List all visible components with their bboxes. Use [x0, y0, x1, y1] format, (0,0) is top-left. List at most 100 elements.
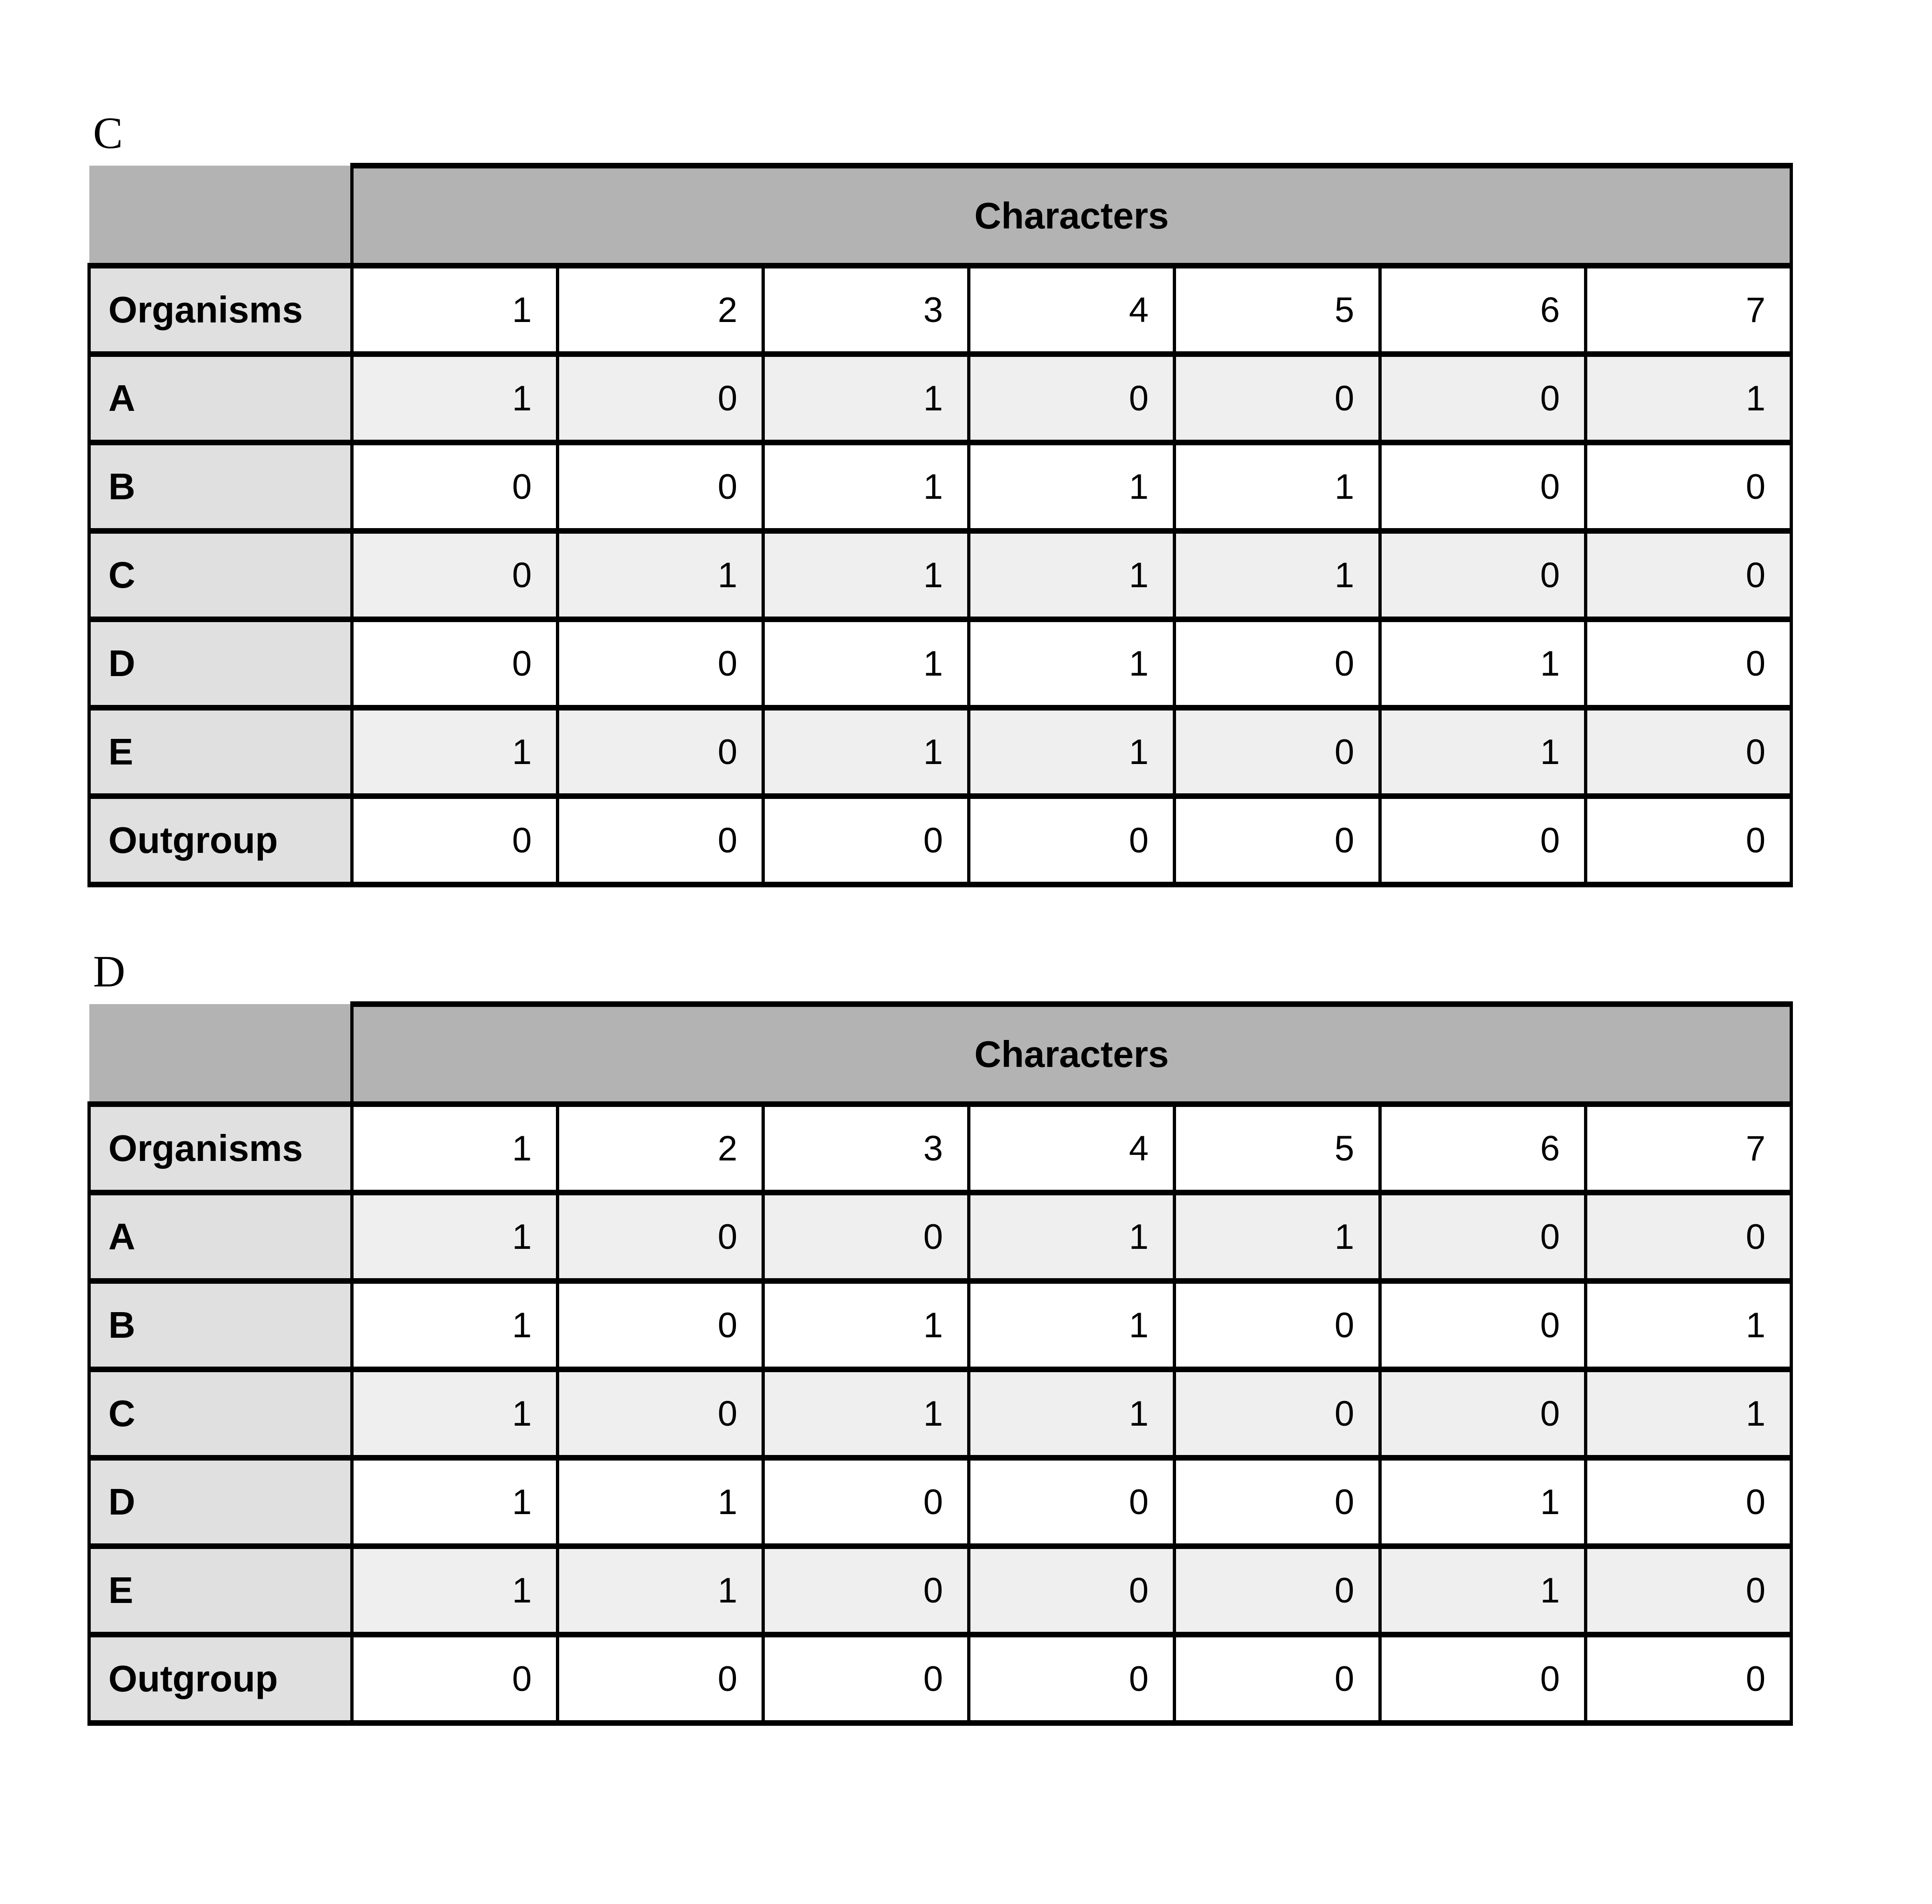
cell-value: 0 — [967, 793, 1176, 887]
cell-value: 1 — [1173, 1190, 1382, 1284]
cell-value: 0 — [556, 705, 765, 799]
panel-label-D: D — [93, 946, 126, 996]
cell-value: 0 — [1173, 1367, 1382, 1461]
cell-value: 1 — [967, 528, 1176, 622]
corner-cell — [89, 166, 354, 268]
row-label-a: A — [87, 1190, 354, 1284]
cell-value: 1 — [1378, 1455, 1587, 1549]
group-header-row: Characters — [89, 163, 1793, 268]
column-header-4: 4 — [967, 263, 1176, 357]
cell-value: 0 — [1584, 1190, 1793, 1284]
cell-value: 1 — [350, 705, 559, 799]
cell-value: 1 — [1584, 1278, 1793, 1372]
cell-value: 0 — [1173, 705, 1382, 799]
cell-value: 0 — [1584, 793, 1793, 887]
cell-value: 0 — [1378, 1190, 1587, 1284]
column-header-3: 3 — [762, 263, 970, 357]
cell-value: 0 — [967, 1632, 1176, 1726]
cell-value: 0 — [1173, 1455, 1382, 1549]
column-header-row: Organisms 1 2 3 4 5 6 7 — [87, 263, 1793, 357]
cell-value: 1 — [1378, 617, 1587, 711]
cell-value: 1 — [762, 440, 970, 534]
row-label-outgroup: Outgroup — [87, 793, 354, 887]
cell-value: 0 — [1378, 793, 1587, 887]
cell-value: 0 — [967, 351, 1176, 445]
cell-value: 0 — [1584, 1455, 1793, 1549]
row-label-b: B — [87, 1278, 354, 1372]
row-label-e: E — [87, 1543, 354, 1637]
cell-value: 0 — [1173, 1543, 1382, 1637]
cell-value: 0 — [762, 793, 970, 887]
character-matrix-C: Characters Organisms 1 2 3 4 5 6 7 A 1 0 1 0 0 0 1 B 0 0 1 1 1… — [87, 163, 1793, 887]
cell-value: 1 — [762, 1278, 970, 1372]
cell-value: 1 — [762, 528, 970, 622]
column-header-2: 2 — [556, 1101, 765, 1195]
row-label-b: B — [87, 440, 354, 534]
column-header-7: 7 — [1584, 1101, 1793, 1195]
cell-value: 0 — [1173, 1278, 1382, 1372]
cell-value: 1 — [1378, 1543, 1587, 1637]
cell-value: 1 — [350, 1543, 559, 1637]
cell-value: 0 — [1173, 793, 1382, 887]
cell-value: 1 — [1584, 351, 1793, 445]
column-header-4: 4 — [967, 1101, 1176, 1195]
column-header-7: 7 — [1584, 263, 1793, 357]
cell-value: 0 — [556, 1278, 765, 1372]
cell-value: 1 — [762, 617, 970, 711]
cell-value: 1 — [350, 351, 559, 445]
cell-value: 0 — [556, 617, 765, 711]
cell-value: 1 — [350, 1190, 559, 1284]
cell-value: 1 — [350, 1367, 559, 1461]
table-row-outgroup: Outgroup 0 0 0 0 0 0 0 — [87, 793, 1793, 887]
row-label-c: C — [87, 528, 354, 622]
panel-D: D Characters Organisms 1 2 3 4 5 6 7 A 1 0 0 1 1 0 0 B 1 0 1… — [87, 949, 1793, 1726]
cell-value: 0 — [350, 440, 559, 534]
column-header-row: Organisms 1 2 3 4 5 6 7 — [87, 1101, 1793, 1195]
cell-value: 0 — [1378, 528, 1587, 622]
cell-value: 1 — [556, 528, 765, 622]
cell-value: 0 — [350, 617, 559, 711]
cell-value: 1 — [967, 440, 1176, 534]
column-header-2: 2 — [556, 263, 765, 357]
cell-value: 0 — [350, 793, 559, 887]
cell-value: 1 — [1584, 1367, 1793, 1461]
cell-value: 0 — [967, 1543, 1176, 1637]
row-label-d: D — [87, 617, 354, 711]
group-header-row: Characters — [89, 1001, 1793, 1107]
cell-value: 0 — [556, 1190, 765, 1284]
row-header-organisms: Organisms — [87, 1101, 354, 1195]
cell-value: 0 — [1378, 1367, 1587, 1461]
cell-value: 1 — [556, 1543, 765, 1637]
panel-label-C: C — [93, 108, 123, 158]
cell-value: 1 — [967, 1190, 1176, 1284]
cell-value: 0 — [1584, 528, 1793, 622]
row-header-organisms: Organisms — [87, 263, 354, 357]
column-header-6: 6 — [1378, 1101, 1587, 1195]
cell-value: 0 — [1378, 1278, 1587, 1372]
row-label-a: A — [87, 351, 354, 445]
cell-value: 0 — [762, 1543, 970, 1637]
cell-value: 1 — [762, 351, 970, 445]
cell-value: 1 — [1173, 440, 1382, 534]
table-row-outgroup: Outgroup 0 0 0 0 0 0 0 — [87, 1632, 1793, 1726]
cell-value: 1 — [1378, 705, 1587, 799]
column-header-1: 1 — [350, 263, 559, 357]
character-matrix-D: Characters Organisms 1 2 3 4 5 6 7 A 1 0 0 1 1 0 0 B 1 0 1 1 0… — [87, 1001, 1793, 1726]
cell-value: 0 — [1584, 617, 1793, 711]
cell-value: 0 — [556, 1632, 765, 1726]
column-header-1: 1 — [350, 1101, 559, 1195]
cell-value: 1 — [967, 705, 1176, 799]
column-header-5: 5 — [1173, 1101, 1382, 1195]
cell-value: 1 — [967, 1367, 1176, 1461]
row-label-e: E — [87, 705, 354, 799]
corner-cell — [89, 1004, 354, 1107]
cell-value: 0 — [1378, 1632, 1587, 1726]
cell-value: 1 — [1173, 528, 1382, 622]
